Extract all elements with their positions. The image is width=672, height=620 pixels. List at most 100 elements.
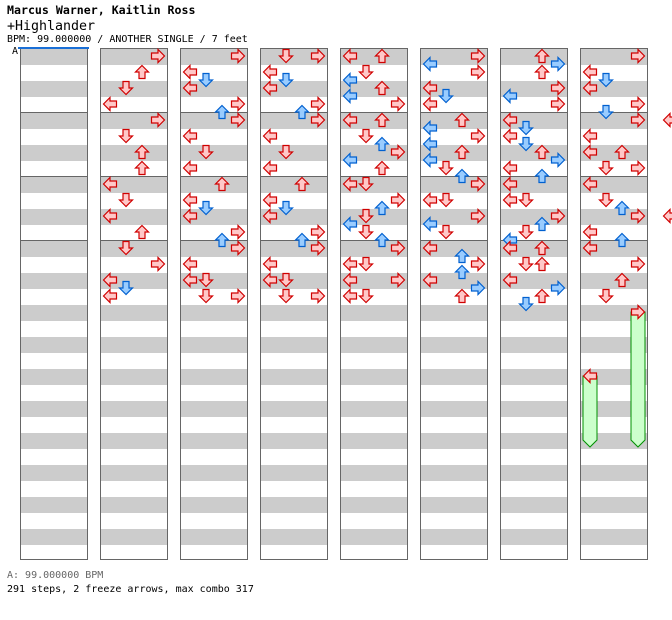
chart-info: BPM: 99.000000 / ANOTHER SINGLE / 7 feet [7,34,248,45]
measure-line [21,112,87,113]
left-arrow-icon [502,88,518,104]
left-arrow-icon [582,224,598,240]
freeze-arrow-body [582,375,598,448]
left-arrow-icon [422,80,438,96]
right-arrow-icon [550,208,566,224]
freeze-arrow-body [630,311,646,448]
left-arrow-icon [342,88,358,104]
up-arrow-icon [294,176,310,192]
down-arrow-icon [598,104,614,120]
left-arrow-icon [262,160,278,176]
right-arrow-icon [470,48,486,64]
left-arrow-icon [582,80,598,96]
left-arrow-icon [422,136,438,152]
left-arrow-icon [662,208,672,224]
left-arrow-icon [582,240,598,256]
right-arrow-icon [390,144,406,160]
down-arrow-icon [118,240,134,256]
down-arrow-icon [358,128,374,144]
left-arrow-icon [182,128,198,144]
right-arrow-icon [630,160,646,176]
left-arrow-icon [502,240,518,256]
left-arrow-icon [422,56,438,72]
left-arrow-icon [262,128,278,144]
left-arrow-icon [582,128,598,144]
left-arrow-icon [262,192,278,208]
left-arrow-icon [342,48,358,64]
right-arrow-icon [230,96,246,112]
down-arrow-icon [198,72,214,88]
up-arrow-icon [614,272,630,288]
measure-line [501,112,567,113]
right-arrow-icon [150,48,166,64]
measure-line [341,112,407,113]
up-arrow-icon [454,168,470,184]
left-arrow-icon [342,216,358,232]
up-arrow-icon [454,248,470,264]
up-arrow-icon [534,48,550,64]
left-arrow-icon [422,272,438,288]
down-arrow-icon [278,200,294,216]
measure-line [581,176,647,177]
left-arrow-icon [262,256,278,272]
measure-line [261,240,327,241]
left-arrow-icon [102,288,118,304]
left-arrow-icon [502,176,518,192]
down-arrow-icon [198,144,214,160]
right-arrow-icon [150,256,166,272]
up-arrow-icon [374,200,390,216]
up-arrow-icon [534,144,550,160]
down-arrow-icon [198,272,214,288]
right-arrow-icon [550,280,566,296]
right-arrow-icon [390,192,406,208]
right-arrow-icon [230,48,246,64]
measure-line [341,176,407,177]
left-arrow-icon [342,152,358,168]
right-arrow-icon [550,56,566,72]
down-arrow-icon [278,72,294,88]
down-arrow-icon [358,208,374,224]
left-arrow-icon [182,64,198,80]
up-arrow-icon [374,80,390,96]
left-arrow-icon [262,80,278,96]
left-arrow-icon [582,368,598,384]
artist-names: Marcus Warner, Kaitlin Ross [7,3,196,17]
left-arrow-icon [182,160,198,176]
right-arrow-icon [630,256,646,272]
left-arrow-icon [182,192,198,208]
measure-line [501,176,567,177]
right-arrow-icon [550,80,566,96]
right-arrow-icon [150,112,166,128]
up-arrow-icon [614,200,630,216]
up-arrow-icon [534,168,550,184]
right-arrow-icon [550,96,566,112]
down-arrow-icon [358,224,374,240]
right-arrow-icon [470,128,486,144]
measure-line [181,112,247,113]
down-arrow-icon [518,192,534,208]
down-arrow-icon [118,192,134,208]
left-arrow-icon [102,176,118,192]
up-arrow-icon [134,64,150,80]
measure-line [501,240,567,241]
left-arrow-icon [342,256,358,272]
measure-line [421,176,487,177]
right-arrow-icon [310,112,326,128]
measure-line [181,176,247,177]
down-arrow-icon [438,160,454,176]
left-arrow-icon [502,160,518,176]
right-arrow-icon [310,240,326,256]
right-arrow-icon [550,152,566,168]
up-arrow-icon [454,112,470,128]
up-arrow-icon [374,232,390,248]
up-arrow-icon [134,160,150,176]
bpm-marker-line [18,47,89,49]
down-arrow-icon [198,288,214,304]
down-arrow-icon [518,120,534,136]
right-arrow-icon [630,304,646,320]
up-arrow-icon [534,64,550,80]
left-arrow-icon [582,176,598,192]
up-arrow-icon [534,216,550,232]
left-arrow-icon [182,80,198,96]
